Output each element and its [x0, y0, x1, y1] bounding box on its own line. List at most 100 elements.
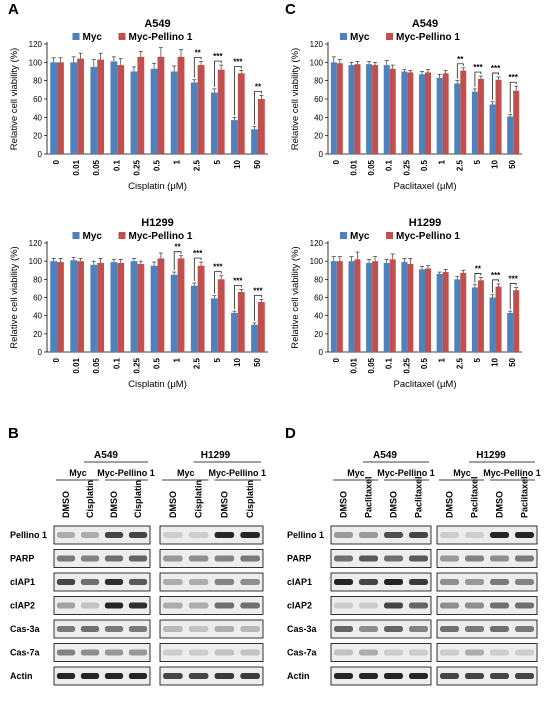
x-tick-label: 5 — [213, 357, 222, 362]
significance-label: *** — [491, 64, 501, 73]
significance-label: *** — [213, 52, 223, 61]
blot-strip — [53, 619, 151, 639]
x-tick-label: 0.1 — [112, 159, 121, 171]
bar-pellino — [97, 59, 105, 155]
bar-pellino — [460, 272, 467, 352]
blot-band — [240, 626, 260, 632]
blot-band — [490, 555, 509, 562]
blot-strip — [330, 619, 432, 639]
significance-bracket — [509, 81, 517, 113]
blot-band — [163, 626, 183, 632]
significance-label: ** — [475, 265, 482, 274]
bar-pellino — [177, 56, 185, 155]
lane-label: DMSO — [339, 491, 349, 518]
x-tick-label: 0.5 — [153, 357, 162, 369]
protein-label: PARP — [287, 554, 311, 564]
blot-strip — [53, 666, 151, 686]
x-tick-label: 5 — [473, 357, 482, 362]
significance-label: *** — [193, 249, 203, 258]
bar-myc — [489, 297, 496, 352]
significance-label: *** — [509, 275, 519, 284]
blot-strip — [53, 549, 151, 568]
bar-pellino — [372, 261, 379, 352]
blot-strip — [53, 525, 151, 545]
x-axis-label: Cisplatin (μM) — [128, 181, 187, 192]
blot-strip — [436, 572, 538, 592]
x-tick-label: 1 — [438, 159, 447, 164]
x-tick-label: 0.25 — [132, 357, 141, 373]
x-tick-label: 10 — [233, 159, 242, 168]
blot-group-label: Myc — [177, 468, 195, 478]
blot-strip — [436, 643, 538, 662]
lane-label: DMSO — [445, 491, 455, 518]
blot-band — [490, 649, 509, 656]
x-tick-label: 1 — [173, 159, 182, 164]
blot-group-label: Myc-Pellino 1 — [97, 468, 155, 478]
x-tick-label: 0.1 — [112, 357, 121, 369]
x-tick-label: 0 — [332, 159, 341, 164]
blot-band — [384, 626, 403, 632]
y-axis-label: Relative cell viability (%) — [9, 246, 20, 348]
y-tick-label: 120 — [310, 40, 324, 49]
y-tick-label: 0 — [319, 150, 324, 159]
bar-myc — [231, 120, 238, 154]
blot-strip — [436, 525, 538, 545]
blot-band — [515, 649, 534, 656]
y-tick-label: 80 — [33, 275, 42, 284]
significance-bracket — [492, 279, 499, 293]
blot-band — [188, 532, 209, 538]
legend-label: Myc-Pellino 1 — [129, 231, 193, 242]
bar-pellino — [197, 65, 205, 154]
blot-strip — [330, 643, 432, 662]
blot-band — [334, 579, 353, 585]
x-tick-label: 0.05 — [92, 159, 101, 175]
blot-band — [163, 555, 183, 562]
blot-panel-d: A549 Myc Myc-Pellino 1 DMSO Paclitaxel DMSO Pa… — [287, 450, 541, 686]
blot-band — [188, 602, 209, 609]
bar-myc — [348, 261, 355, 352]
blot-band — [128, 555, 148, 562]
x-tick-label: 10 — [491, 159, 500, 168]
y-tick-label: 0 — [319, 348, 324, 357]
chart-title: H1299 — [409, 217, 441, 229]
x-tick-label: 5 — [473, 159, 482, 164]
lane-label: DMSO — [168, 491, 178, 518]
blot-band — [440, 649, 459, 656]
significance-label: *** — [473, 63, 483, 72]
bar-pellino — [77, 58, 84, 154]
blot-band — [80, 555, 100, 562]
x-axis-label: Paclitaxel (μM) — [393, 379, 456, 390]
blot-band — [240, 649, 260, 656]
blot-band — [515, 532, 534, 538]
blot-band — [359, 649, 378, 656]
x-axis-label: Paclitaxel (μM) — [393, 181, 456, 192]
blot-band — [80, 626, 100, 632]
lane-label: DMSO — [495, 491, 505, 518]
significance-label: *** — [253, 286, 263, 295]
significance-bracket — [214, 271, 222, 294]
bar-pellino — [513, 90, 520, 154]
blot-band — [490, 602, 509, 609]
y-tick-label: 40 — [33, 113, 42, 122]
blot-cell-line: H1299 — [476, 450, 506, 461]
blot-strip — [53, 572, 151, 592]
significance-label: ** — [174, 243, 181, 252]
blot-strip — [330, 549, 432, 568]
y-tick-label: 100 — [29, 257, 43, 266]
x-tick-label: 0.25 — [402, 357, 411, 373]
bar-pellino — [237, 292, 245, 352]
western-blots: A549 Myc Myc-Pellino 1 DMSO Cisplatin DMSO Cis… — [10, 450, 541, 686]
significance-bracket — [474, 71, 482, 87]
blot-band — [240, 555, 260, 562]
blot-band — [128, 649, 148, 656]
legend-swatch — [118, 232, 126, 239]
blot-strip — [159, 666, 264, 686]
blot-band — [104, 626, 124, 632]
blot-band — [188, 579, 209, 585]
legend-swatch — [340, 232, 347, 239]
protein-label: Cas-7a — [10, 648, 41, 658]
bar-myc — [150, 68, 158, 154]
bar-myc — [419, 269, 425, 352]
blot-band — [80, 579, 100, 585]
blot-cell-line: A549 — [94, 450, 118, 461]
